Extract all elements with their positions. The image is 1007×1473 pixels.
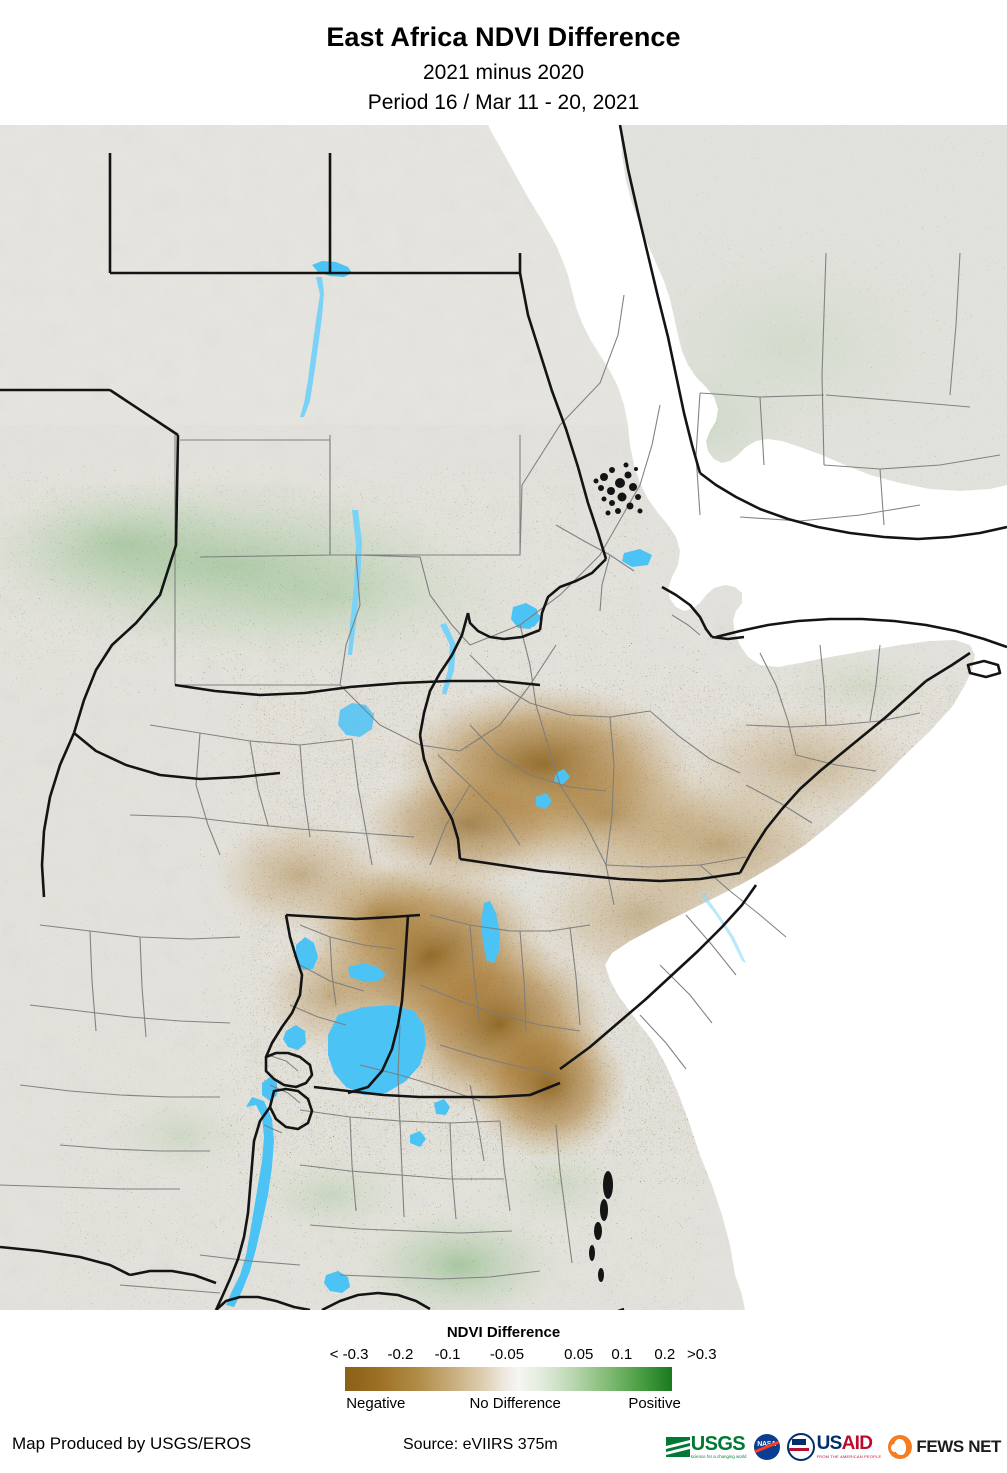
arabian-peninsula-landmass — [620, 125, 1007, 491]
legend-tick-1: -0.2 — [387, 1346, 414, 1363]
footer-credit: Map Produced by USGS/EROS — [12, 1434, 252, 1453]
usaid-logo[interactable]: USAID FROM THE AMERICAN PEOPLE — [786, 1433, 882, 1461]
nile-river-north — [300, 277, 324, 417]
dahlak-archipelago — [593, 462, 643, 516]
legend-tick-4: 0.05 — [564, 1346, 594, 1363]
nasa-meatball-icon: NASA — [753, 1434, 780, 1460]
ndvi-difference-map[interactable] — [0, 125, 1007, 1310]
white-nile — [348, 510, 362, 655]
legend-caption-2: Positive — [628, 1395, 681, 1412]
usgs-logo-text: USGS — [690, 1433, 746, 1455]
map-canvas[interactable] — [0, 125, 1007, 1310]
lake-edward — [283, 1025, 306, 1050]
legend-caption-0: Negative — [346, 1395, 406, 1412]
fews-net-logo-text: FEWS NET — [916, 1437, 1001, 1456]
lake-eyasi — [410, 1131, 426, 1147]
fews-net-logo[interactable]: FEWS NET — [888, 1435, 1001, 1459]
nasa-logo[interactable]: NASA — [753, 1434, 780, 1460]
lake-tanganyika — [226, 1097, 274, 1307]
fews-globe-continent — [894, 1439, 907, 1455]
map-footer: Map Produced by USGS/EROS Source: eVIIRS… — [0, 1420, 1007, 1473]
legend-caption-1: No Difference — [469, 1395, 561, 1412]
legend-tick-2: -0.1 — [434, 1346, 461, 1363]
usaid-logo-text-us: US — [816, 1433, 843, 1455]
legend-tick-5: 0.1 — [611, 1346, 633, 1363]
map-legend: NDVI Difference < -0.3 -0.2 -0.1 -0.05 0.05 0… — [0, 1310, 1007, 1420]
legend-tick-labels: < -0.3 -0.2 -0.1 -0.05 0.05 0.1 0.2 >0.3 — [302, 1346, 717, 1366]
page-title: East Africa NDVI Difference — [326, 22, 681, 52]
coastal-islands — [589, 1171, 613, 1282]
blue-nile — [440, 623, 456, 695]
lake-kyoga — [348, 963, 386, 981]
legend-tick-7: >0.3 — [686, 1346, 717, 1363]
map-period-label: Period 16 / Mar 11 - 20, 2021 — [367, 91, 640, 115]
admin-boundaries — [0, 252, 1001, 1294]
usgs-waves-icon — [665, 1437, 690, 1457]
usaid-logo-text-aid: AID — [841, 1433, 873, 1455]
water-bodies — [226, 261, 746, 1307]
afar-lake-1 — [622, 549, 652, 567]
lake-victoria — [328, 1005, 426, 1095]
rift-lake-2 — [554, 769, 570, 785]
national-boundaries — [0, 125, 1007, 1310]
footer-logos: USGS science for a changing world NASA U… — [665, 1428, 1001, 1466]
fews-globe-icon — [888, 1435, 913, 1459]
legend-title: NDVI Difference — [446, 1324, 561, 1341]
footer-source: Source: eVIIRS 375m — [403, 1436, 558, 1453]
legend-captions: Negative No Difference Positive — [302, 1395, 712, 1415]
rift-lakes-ethiopia — [536, 793, 552, 809]
usaid-seal-icon — [786, 1433, 815, 1461]
map-header: East Africa NDVI Difference 2021 minus 2… — [0, 0, 1007, 125]
legend-color-ramp — [345, 1367, 672, 1391]
lake-albert — [296, 937, 318, 970]
legend-tick-0: < -0.3 — [329, 1346, 369, 1363]
sudd-wetland — [338, 703, 374, 737]
usaid-seal-band — [788, 1448, 809, 1451]
lake-turkana — [481, 901, 500, 963]
usaid-tagline: FROM THE AMERICAN PEOPLE — [816, 1453, 882, 1459]
usgs-logo[interactable]: USGS science for a changing world — [665, 1433, 747, 1459]
map-subtitle: 2021 minus 2020 — [422, 61, 585, 85]
legend-tick-6: 0.2 — [654, 1346, 676, 1363]
usgs-tagline: science for a changing world — [690, 1454, 747, 1459]
usaid-seal-stripe — [791, 1439, 806, 1445]
shabelle-river — [700, 893, 746, 963]
lake-natron — [434, 1099, 450, 1115]
usaid-logo-text: USAID — [816, 1433, 882, 1455]
lake-rukwa — [324, 1271, 350, 1293]
fews-globe-continent-2 — [891, 1444, 899, 1452]
legend-tick-3: -0.05 — [489, 1346, 525, 1363]
